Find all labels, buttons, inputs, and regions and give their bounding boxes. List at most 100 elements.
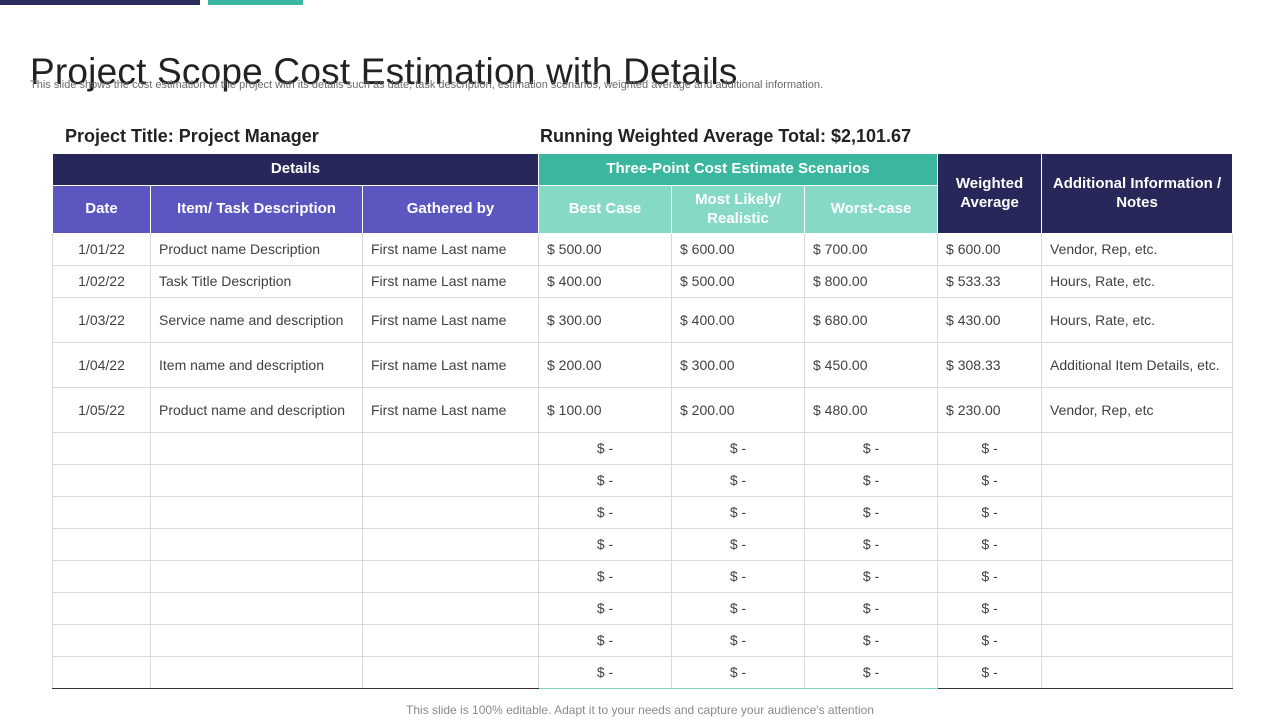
- task-cell: [150, 432, 363, 465]
- worst-case-cell: $ -: [803, 464, 939, 497]
- worst-case-cell: $ 700.00: [803, 233, 939, 266]
- table-row: 1/01/22 Product name Description First n…: [52, 233, 1234, 266]
- most-likely-cell: $ -: [671, 624, 805, 657]
- worst-case-cell: $ 680.00: [803, 297, 939, 343]
- worst-case-cell: $ -: [803, 432, 939, 465]
- empty-table-row: $ - $ - $ - $ -: [52, 496, 1234, 529]
- worst-case-cell: $ -: [803, 624, 939, 657]
- worst-case-column-header: Worst-case: [803, 185, 939, 234]
- gathered-by-cell: [362, 496, 539, 529]
- task-cell: [150, 464, 363, 497]
- notes-cell: Vendor, Rep, etc: [1041, 387, 1234, 433]
- table-row: 1/02/22 Task Title Description First nam…: [52, 265, 1234, 298]
- date-cell: [52, 464, 151, 497]
- task-cell: Item name and description: [150, 342, 363, 388]
- empty-table-row: $ - $ - $ - $ -: [52, 432, 1234, 465]
- date-column-header: Date: [52, 185, 151, 234]
- weighted-average-cell: $ 600.00: [937, 233, 1043, 266]
- most-likely-column-header: Most Likely/ Realistic: [671, 185, 805, 234]
- empty-table-row: $ - $ - $ - $ -: [52, 624, 1234, 657]
- weighted-average-cell: $ -: [937, 528, 1043, 561]
- most-likely-cell: $ -: [671, 464, 805, 497]
- date-cell: 1/04/22: [52, 342, 151, 388]
- empty-table-row: $ - $ - $ - $ -: [52, 560, 1234, 593]
- gathered-by-cell: First name Last name: [362, 297, 539, 343]
- gathered-by-cell: [362, 592, 539, 625]
- gathered-by-column-header: Gathered by: [362, 185, 539, 234]
- date-cell: [52, 496, 151, 529]
- three-point-group-header: Three-Point Cost Estimate Scenarios: [537, 153, 939, 186]
- date-cell: [52, 624, 151, 657]
- date-cell: 1/01/22: [52, 233, 151, 266]
- most-likely-cell: $ 500.00: [671, 265, 805, 298]
- task-cell: [150, 624, 363, 657]
- task-cell: [150, 592, 363, 625]
- most-likely-cell: $ -: [671, 496, 805, 529]
- most-likely-cell: $ -: [671, 560, 805, 593]
- gathered-by-cell: First name Last name: [362, 342, 539, 388]
- best-case-cell: $ 500.00: [538, 233, 672, 266]
- date-cell: 1/02/22: [52, 265, 151, 298]
- best-case-cell: $ 100.00: [538, 387, 672, 433]
- table-row: 1/03/22 Service name and description Fir…: [52, 297, 1234, 343]
- gathered-by-cell: First name Last name: [362, 233, 539, 266]
- empty-table-row: $ - $ - $ - $ -: [52, 592, 1234, 625]
- task-cell: [150, 528, 363, 561]
- project-title: Project Title: Project Manager: [65, 126, 319, 146]
- notes-cell: [1041, 624, 1234, 657]
- gathered-by-cell: [362, 432, 539, 465]
- task-cell: Product name and description: [150, 387, 363, 433]
- notes-cell: Vendor, Rep, etc.: [1041, 233, 1234, 266]
- date-cell: 1/05/22: [52, 387, 151, 433]
- weighted-average-cell: $ -: [937, 464, 1043, 497]
- worst-case-cell: $ -: [803, 496, 939, 529]
- task-cell: [150, 496, 363, 529]
- weighted-average-cell: $ -: [937, 624, 1043, 657]
- most-likely-cell: $ -: [671, 528, 805, 561]
- best-case-cell: $ 400.00: [538, 265, 672, 298]
- gathered-by-cell: [362, 624, 539, 657]
- notes-cell: Additional Item Details, etc.: [1041, 342, 1234, 388]
- best-case-cell: $ -: [538, 656, 672, 689]
- worst-case-cell: $ -: [803, 528, 939, 561]
- weighted-average-cell: $ 308.33: [937, 342, 1043, 388]
- notes-cell: [1041, 656, 1234, 689]
- notes-cell: [1041, 592, 1234, 625]
- task-column-header: Item/ Task Description: [150, 185, 363, 234]
- most-likely-cell: $ -: [671, 656, 805, 689]
- empty-rows-group: $ - $ - $ - $ - $ - $ - $ - $ - $ - $ - $ - $ - $ - $…: [52, 432, 1234, 689]
- best-case-cell: $ -: [538, 432, 672, 465]
- gathered-by-cell: [362, 656, 539, 689]
- date-cell: [52, 528, 151, 561]
- gathered-by-cell: [362, 464, 539, 497]
- best-case-cell: $ -: [538, 464, 672, 497]
- table-row: 1/05/22 Product name and description Fir…: [52, 387, 1234, 433]
- notes-cell: Hours, Rate, etc.: [1041, 297, 1234, 343]
- best-case-cell: $ 200.00: [538, 342, 672, 388]
- date-cell: 1/03/22: [52, 297, 151, 343]
- most-likely-cell: $ 600.00: [671, 233, 805, 266]
- date-cell: [52, 592, 151, 625]
- notes-cell: [1041, 496, 1234, 529]
- weighted-average-header: Weighted Average: [937, 153, 1043, 234]
- weighted-average-cell: $ 430.00: [937, 297, 1043, 343]
- task-cell: [150, 560, 363, 593]
- weighted-average-cell: $ 230.00: [937, 387, 1043, 433]
- weighted-average-cell: $ -: [937, 432, 1043, 465]
- best-case-cell: $ -: [538, 624, 672, 657]
- notes-cell: [1041, 560, 1234, 593]
- notes-cell: [1041, 432, 1234, 465]
- details-group-header: Details: [52, 153, 539, 186]
- gathered-by-cell: First name Last name: [362, 265, 539, 298]
- additional-notes-header: Additional Information / Notes: [1041, 153, 1234, 234]
- worst-case-cell: $ 480.00: [803, 387, 939, 433]
- weighted-average-cell: $ -: [937, 656, 1043, 689]
- cost-estimation-table: Details Three-Point Cost Estimate Scenar…: [52, 153, 1234, 689]
- table-row: 1/04/22 Item name and description First …: [52, 342, 1234, 388]
- best-case-column-header: Best Case: [538, 185, 672, 234]
- slide-subtitle: This slide shows the cost estimation of …: [30, 79, 824, 91]
- best-case-cell: $ 300.00: [538, 297, 672, 343]
- weighted-average-cell: $ 533.33: [937, 265, 1043, 298]
- gathered-by-cell: [362, 560, 539, 593]
- most-likely-cell: $ 200.00: [671, 387, 805, 433]
